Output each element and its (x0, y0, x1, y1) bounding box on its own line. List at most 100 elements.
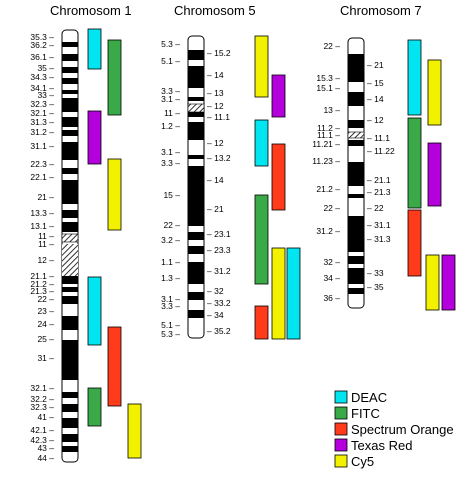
band-label: 11 – (38, 231, 54, 241)
chr7-orange-probe-1 (407, 209, 422, 277)
band-label: 34.3 – (30, 72, 54, 82)
band-label: 5.1 – (161, 320, 180, 330)
band-label: 41 – (37, 412, 54, 422)
band-label: – 23.3 (207, 245, 231, 255)
band-label: 5.3 – (161, 329, 180, 339)
chr5-fitc-probe-1 (254, 194, 269, 285)
band-label: 11.23 – (312, 156, 340, 166)
band-label: 35.3 – (30, 32, 54, 42)
band-label: 1.3 – (161, 273, 180, 283)
band-label: 31.1 – (30, 141, 54, 151)
band-label: 5.1 – (161, 56, 180, 66)
chr5-cy5-probe-2 (271, 247, 286, 340)
band-label: 32.1 – (30, 108, 54, 118)
band-label: 13.1 – (30, 221, 54, 231)
band-label: 34 – (323, 273, 340, 283)
chr5-orange-probe-1 (271, 143, 286, 211)
chr7-cy5-probe-1 (427, 59, 442, 126)
band-label: – 34 (207, 310, 224, 320)
band-label: 36 – (323, 293, 340, 303)
band-label: – 33.2 (207, 298, 231, 308)
band-label: – 12 (207, 101, 224, 111)
legend-label-texasred: Texas Red (351, 438, 412, 453)
band-label: 21.2 – (316, 184, 340, 194)
chr1-orange-probe-1 (107, 326, 122, 407)
probe-bars (87, 28, 456, 459)
chr1-deac-probe-2 (87, 276, 102, 346)
chr5-deac-probe-1 (254, 119, 269, 167)
chr1-fitc-probe-2 (87, 387, 102, 427)
band-label: 23 – (37, 306, 54, 316)
band-label: – 15 (367, 78, 384, 88)
legend: DEAC FITC Spectrum Orange Texas Red Cy5 (334, 390, 454, 469)
band-label: 1.2 – (161, 121, 180, 131)
chr7-title: Chromosom 7 (340, 3, 422, 18)
band-label: 22 – (323, 41, 340, 51)
legend-label-fitc: FITC (351, 406, 380, 421)
chr1-texasred-probe-1 (87, 110, 102, 165)
band-label: 15 – (163, 190, 180, 200)
band-label: 24 – (37, 319, 54, 329)
band-label: 36.1 – (30, 52, 54, 62)
band-label: 25 – (37, 334, 54, 344)
band-label: – 31.1 (367, 220, 391, 230)
band-label: 35 – (37, 63, 54, 73)
legend-swatch-deac (334, 390, 348, 404)
band-label: 33 – (37, 90, 54, 100)
legend-label-orange: Spectrum Orange (351, 422, 454, 437)
band-label: 44 – (37, 453, 54, 463)
band-label: 22 – (37, 294, 54, 304)
band-label: 13 – (323, 105, 340, 115)
band-label: 21 – (37, 192, 54, 202)
band-labels: 35.3 –36.2 – 36.1 –35 –34.3 –34.1 –33 – 32… (30, 32, 395, 463)
band-label: 43 – (37, 443, 54, 453)
band-label: 31.2 – (316, 226, 340, 236)
band-label: 11.1 – (317, 130, 340, 140)
band-label: – 35 (367, 282, 384, 292)
band-label: – 31.2 (207, 266, 231, 276)
chr7-ideogram (347, 37, 365, 309)
chr1-deac-probe-1 (87, 28, 102, 70)
band-label: – 12 (367, 115, 384, 125)
chr5-title: Chromosom 5 (174, 3, 256, 18)
band-label: 11.2 – (317, 123, 340, 133)
band-label: 34.1 – (30, 83, 54, 93)
band-label: – 21 (207, 204, 224, 214)
legend-swatch-texasred (334, 438, 348, 452)
chr5-texasred-probe-1 (271, 74, 286, 118)
band-label: – 21 (367, 60, 384, 70)
band-label: – 32 (207, 286, 224, 296)
band-label: – 14 (367, 94, 384, 104)
band-label: 12 – (37, 255, 54, 265)
chr5-orange-probe-2 (254, 305, 269, 340)
band-label: – 35.2 (207, 326, 231, 336)
band-label: 36.2 – (30, 40, 54, 50)
chr7-cy5-probe-2 (425, 254, 440, 311)
legend-swatch-cy5 (334, 454, 348, 468)
band-label: 22 – (163, 220, 180, 230)
chr5-deac-probe-2 (286, 247, 301, 340)
band-label: 42.1 – (30, 425, 54, 435)
band-label: 11.21 – (312, 139, 340, 149)
band-label: 32.2 – (30, 394, 54, 404)
band-label: 21.1 – (30, 271, 54, 281)
legend-swatch-orange (334, 422, 348, 436)
band-label: – 33 (367, 268, 384, 278)
band-label: 3.3 – (161, 301, 180, 311)
band-label: 5.3 – (161, 39, 180, 49)
band-label: – 13.2 (207, 153, 231, 163)
legend-swatch-fitc (334, 406, 348, 420)
band-label: – 21.3 (367, 187, 391, 197)
chr7-texasred-probe-2 (441, 254, 456, 311)
chr1-cy5-probe-2 (127, 403, 142, 459)
band-label: – 21.1 (367, 175, 391, 185)
band-label: – 14 (207, 175, 224, 185)
band-label: 42.3 – (30, 435, 54, 445)
band-label: 22 – (323, 203, 340, 213)
band-label: 22.1 – (30, 172, 54, 182)
band-label: 15.3 – (316, 73, 340, 83)
band-label: 31.3 – (30, 117, 54, 127)
band-label: 32.1 – (30, 383, 54, 393)
band-label: 3.1 – (161, 147, 180, 157)
band-label: – 31.3 (367, 234, 391, 244)
